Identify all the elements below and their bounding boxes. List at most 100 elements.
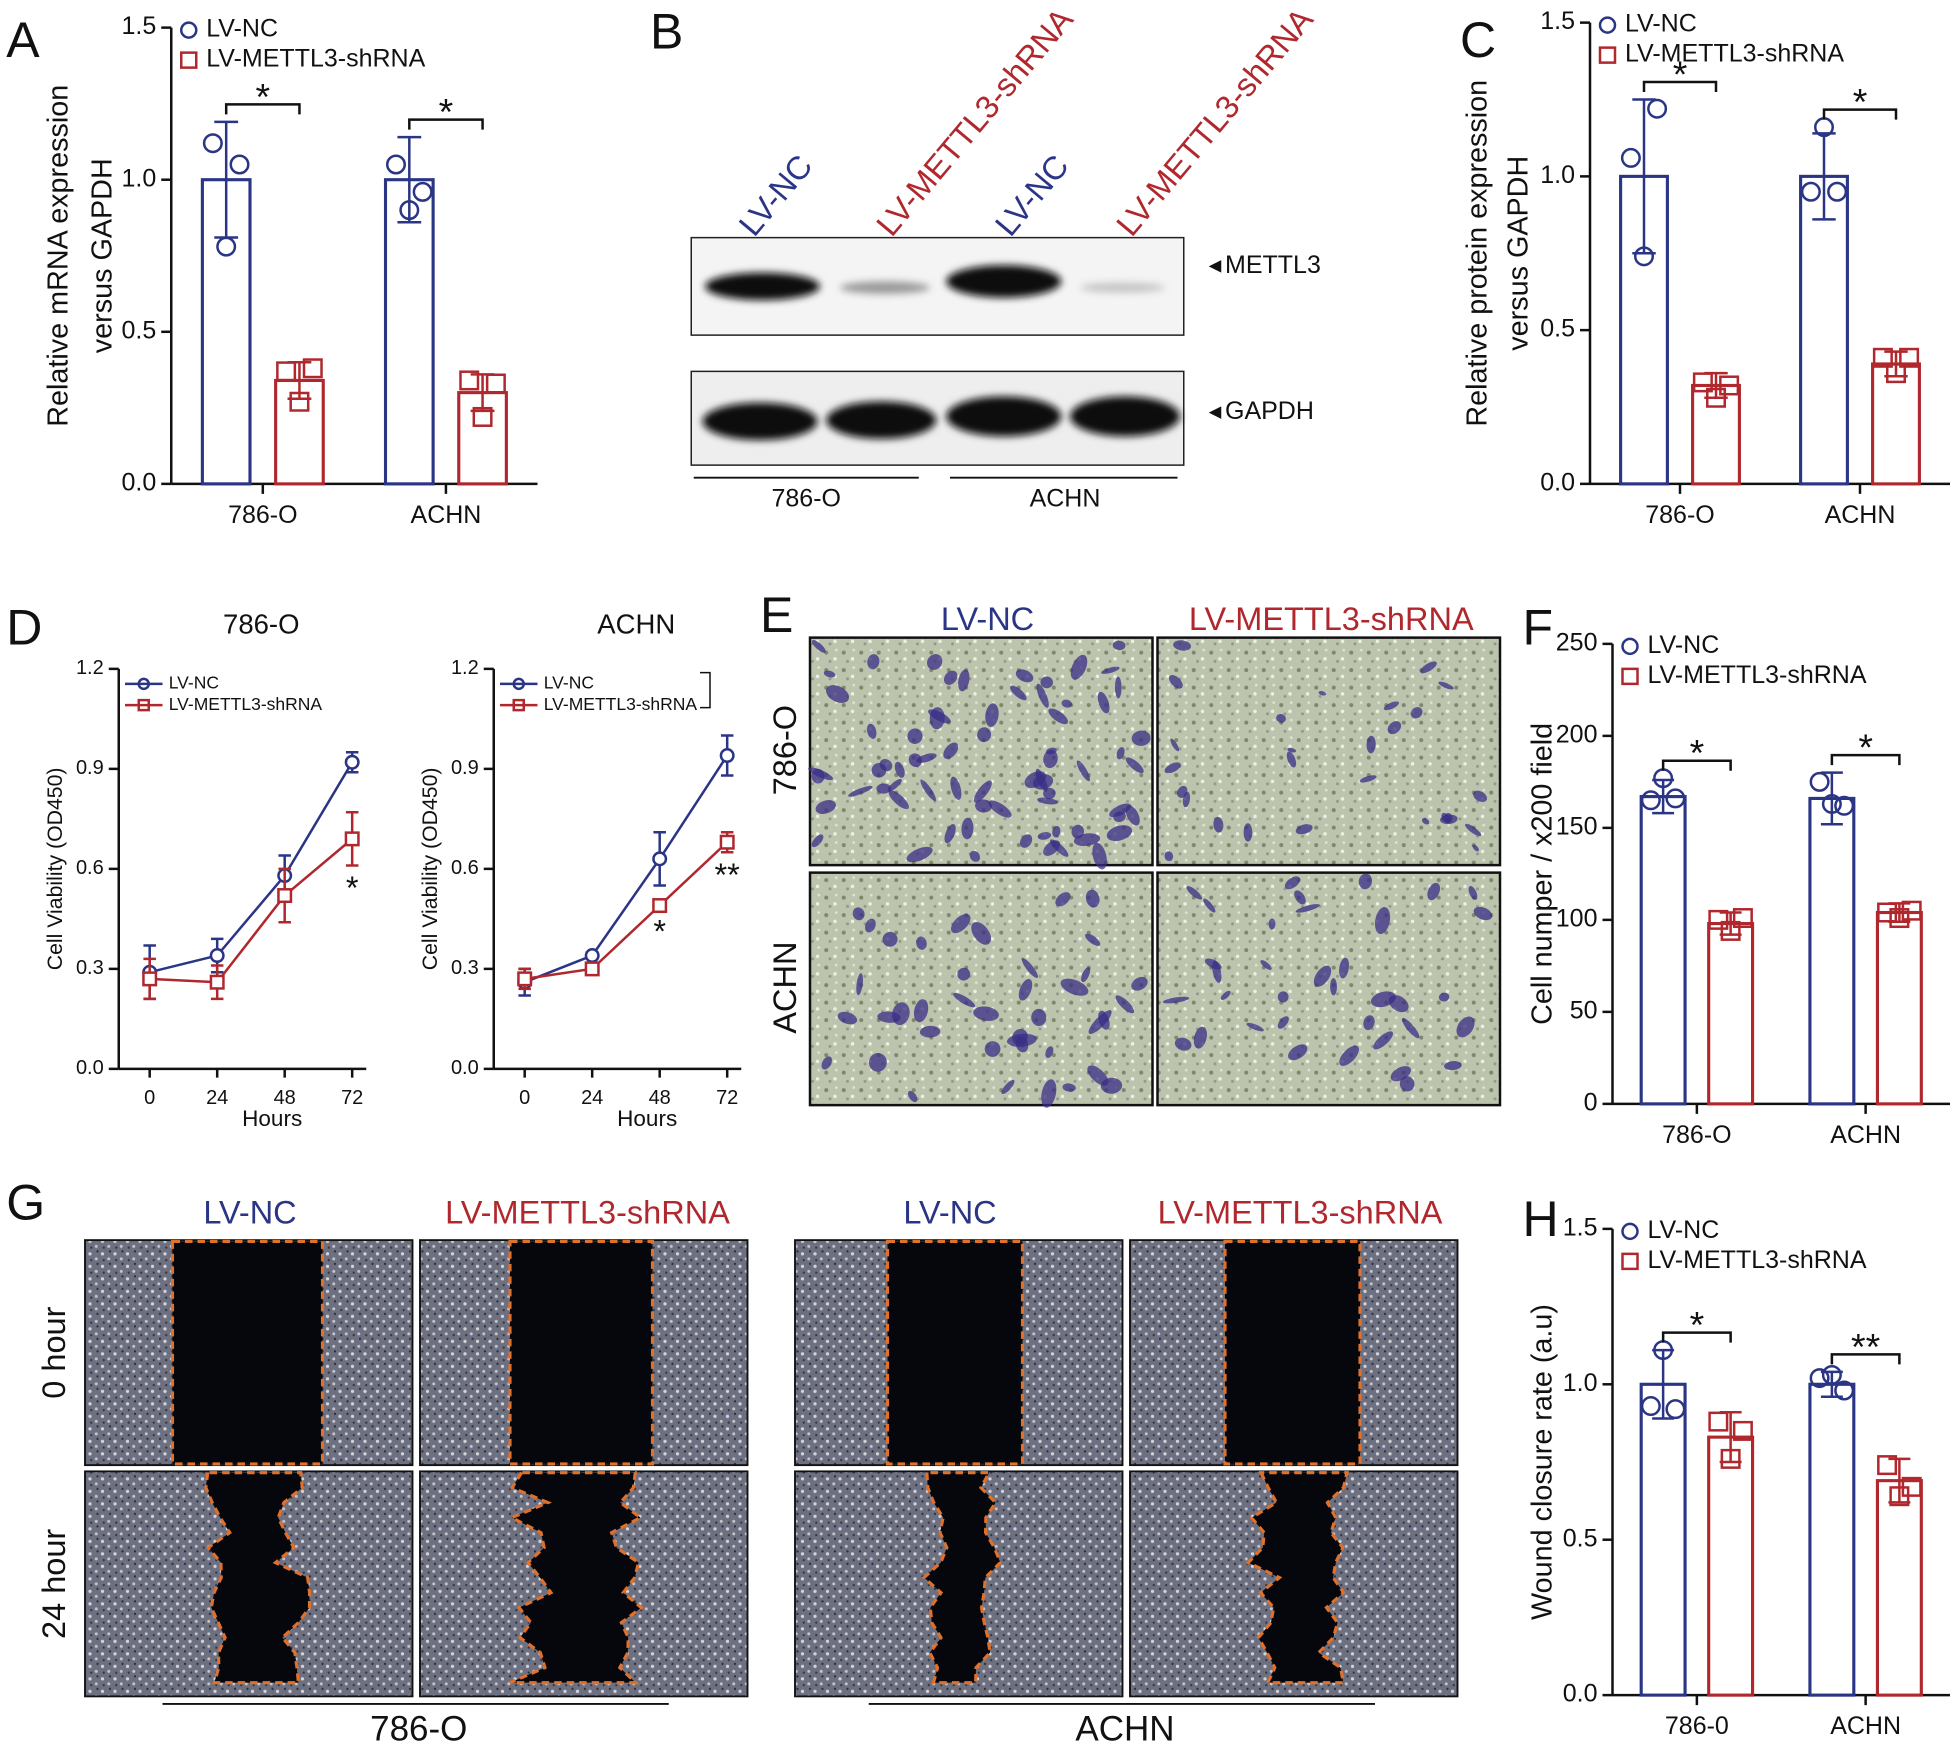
- arrowhead: [1208, 406, 1222, 419]
- cell-stain: [1036, 683, 1049, 708]
- x-tick-label: 72: [341, 1087, 363, 1109]
- x-tick-label: ACHN: [1830, 1121, 1901, 1149]
- cell-stain: [943, 742, 959, 759]
- significance-label: **: [715, 857, 741, 893]
- y-axis-label: Cell numper / x200 field: [1526, 723, 1558, 1025]
- significance-label: *: [1673, 53, 1688, 95]
- chart-title: 786-O: [223, 609, 299, 640]
- cell-stain: [848, 785, 873, 797]
- data-point: [1821, 793, 1842, 814]
- cell-stain: [894, 761, 905, 778]
- cell-stain: [907, 728, 923, 744]
- significance-label: *: [1690, 1304, 1705, 1346]
- panel-label: B: [650, 3, 683, 59]
- group-label: ACHN: [1030, 485, 1101, 513]
- x-tick-label: 24: [206, 1087, 228, 1109]
- cell-stain: [973, 1006, 999, 1021]
- y-tick-label: 0.6: [76, 857, 104, 879]
- cell-stain: [1087, 1065, 1109, 1086]
- cell-stain: [920, 779, 937, 802]
- cell-stain: [1106, 825, 1133, 841]
- legend-label: LV-METTL3-shRNA: [1625, 40, 1844, 68]
- cell-stain: [1037, 832, 1052, 840]
- cell-stain: [1061, 699, 1073, 708]
- lane-label: LV-NC: [988, 148, 1076, 243]
- cell-stain: [1125, 757, 1144, 774]
- data-point: [1809, 1368, 1830, 1389]
- data-line: [524, 754, 729, 984]
- cell-stain: [1468, 886, 1478, 900]
- cell-stain: [985, 703, 999, 727]
- cell-stain: [971, 921, 992, 945]
- wound-gap: [507, 1471, 644, 1685]
- row-label: ACHN: [767, 942, 803, 1034]
- significance-label: *: [653, 913, 666, 949]
- data-point: [385, 154, 406, 175]
- legend-marker: [180, 51, 198, 69]
- y-tick-label: 0.0: [1540, 468, 1575, 496]
- cell-stain: [907, 1090, 918, 1103]
- cell-stain: [811, 834, 824, 848]
- data-point: [344, 831, 360, 847]
- cell-stain: [944, 824, 956, 844]
- significance-label: **: [1851, 1325, 1880, 1367]
- significance-label: *: [439, 91, 454, 133]
- cell-stain: [1473, 790, 1487, 803]
- data-point: [1821, 1364, 1842, 1385]
- x-tick-label: 0: [144, 1087, 155, 1109]
- data-point: [1706, 387, 1727, 408]
- cell-stain: [975, 799, 992, 813]
- cell-stain: [1438, 681, 1454, 690]
- cell-stain: [1363, 1015, 1375, 1031]
- cell-stain: [1186, 886, 1202, 900]
- x-tick-label: 786-O: [1645, 501, 1714, 529]
- data-point: [1901, 900, 1922, 921]
- legend-label: LV-METTL3-shRNA: [169, 694, 323, 714]
- data-point: [289, 391, 310, 412]
- x-tick-label: ACHN: [411, 501, 482, 529]
- wound-gap: [204, 1471, 312, 1685]
- cell-stain: [856, 973, 864, 996]
- cell-stain: [1031, 1008, 1047, 1027]
- cell-stain: [871, 762, 887, 778]
- cell-stain: [864, 918, 876, 933]
- cell-stain: [1045, 1046, 1054, 1058]
- cell-stain: [1037, 797, 1058, 805]
- cell-stain: [1472, 844, 1479, 852]
- data-point: [277, 888, 293, 904]
- significance-label: *: [256, 75, 271, 117]
- y-tick-label: 0.3: [76, 957, 104, 979]
- bar: [1707, 921, 1755, 1106]
- lane-label: LV-NC: [732, 148, 820, 243]
- significance-bracket: [1830, 753, 1901, 766]
- bar: [383, 178, 435, 486]
- cell-stain: [1473, 906, 1493, 921]
- legend-label: LV-METTL3-shRNA: [1648, 661, 1867, 689]
- cell-stain: [1213, 816, 1224, 833]
- cell-stain: [1295, 904, 1320, 913]
- y-axis-label: Wound closure rate (a.u): [1526, 1304, 1558, 1620]
- column-label: LV-NC: [903, 1195, 996, 1231]
- cell-stain: [1085, 889, 1100, 908]
- panel-label: D: [6, 600, 42, 656]
- cell-stain: [1125, 805, 1140, 826]
- data-point: [719, 834, 735, 850]
- cell-stain: [1070, 654, 1088, 680]
- cell-stain: [1204, 958, 1222, 970]
- data-point: [1732, 1420, 1753, 1441]
- significance-label: *: [1690, 732, 1705, 774]
- cell-stain: [837, 1011, 858, 1025]
- cell-stain: [1043, 840, 1061, 856]
- cell-stain: [1287, 747, 1297, 753]
- y-tick-label: 0.0: [1563, 1680, 1598, 1708]
- data-point: [302, 358, 323, 379]
- cell-stain: [958, 669, 970, 692]
- cell-stain: [1131, 976, 1148, 991]
- blot-bands: [702, 265, 1180, 441]
- bar: [1707, 1435, 1755, 1697]
- data-point: [485, 373, 506, 394]
- cell-stain: [1062, 1083, 1076, 1092]
- cell-stain: [984, 1041, 1001, 1057]
- y-tick-label: 0.9: [76, 757, 104, 779]
- wound-gap: [885, 1239, 1025, 1466]
